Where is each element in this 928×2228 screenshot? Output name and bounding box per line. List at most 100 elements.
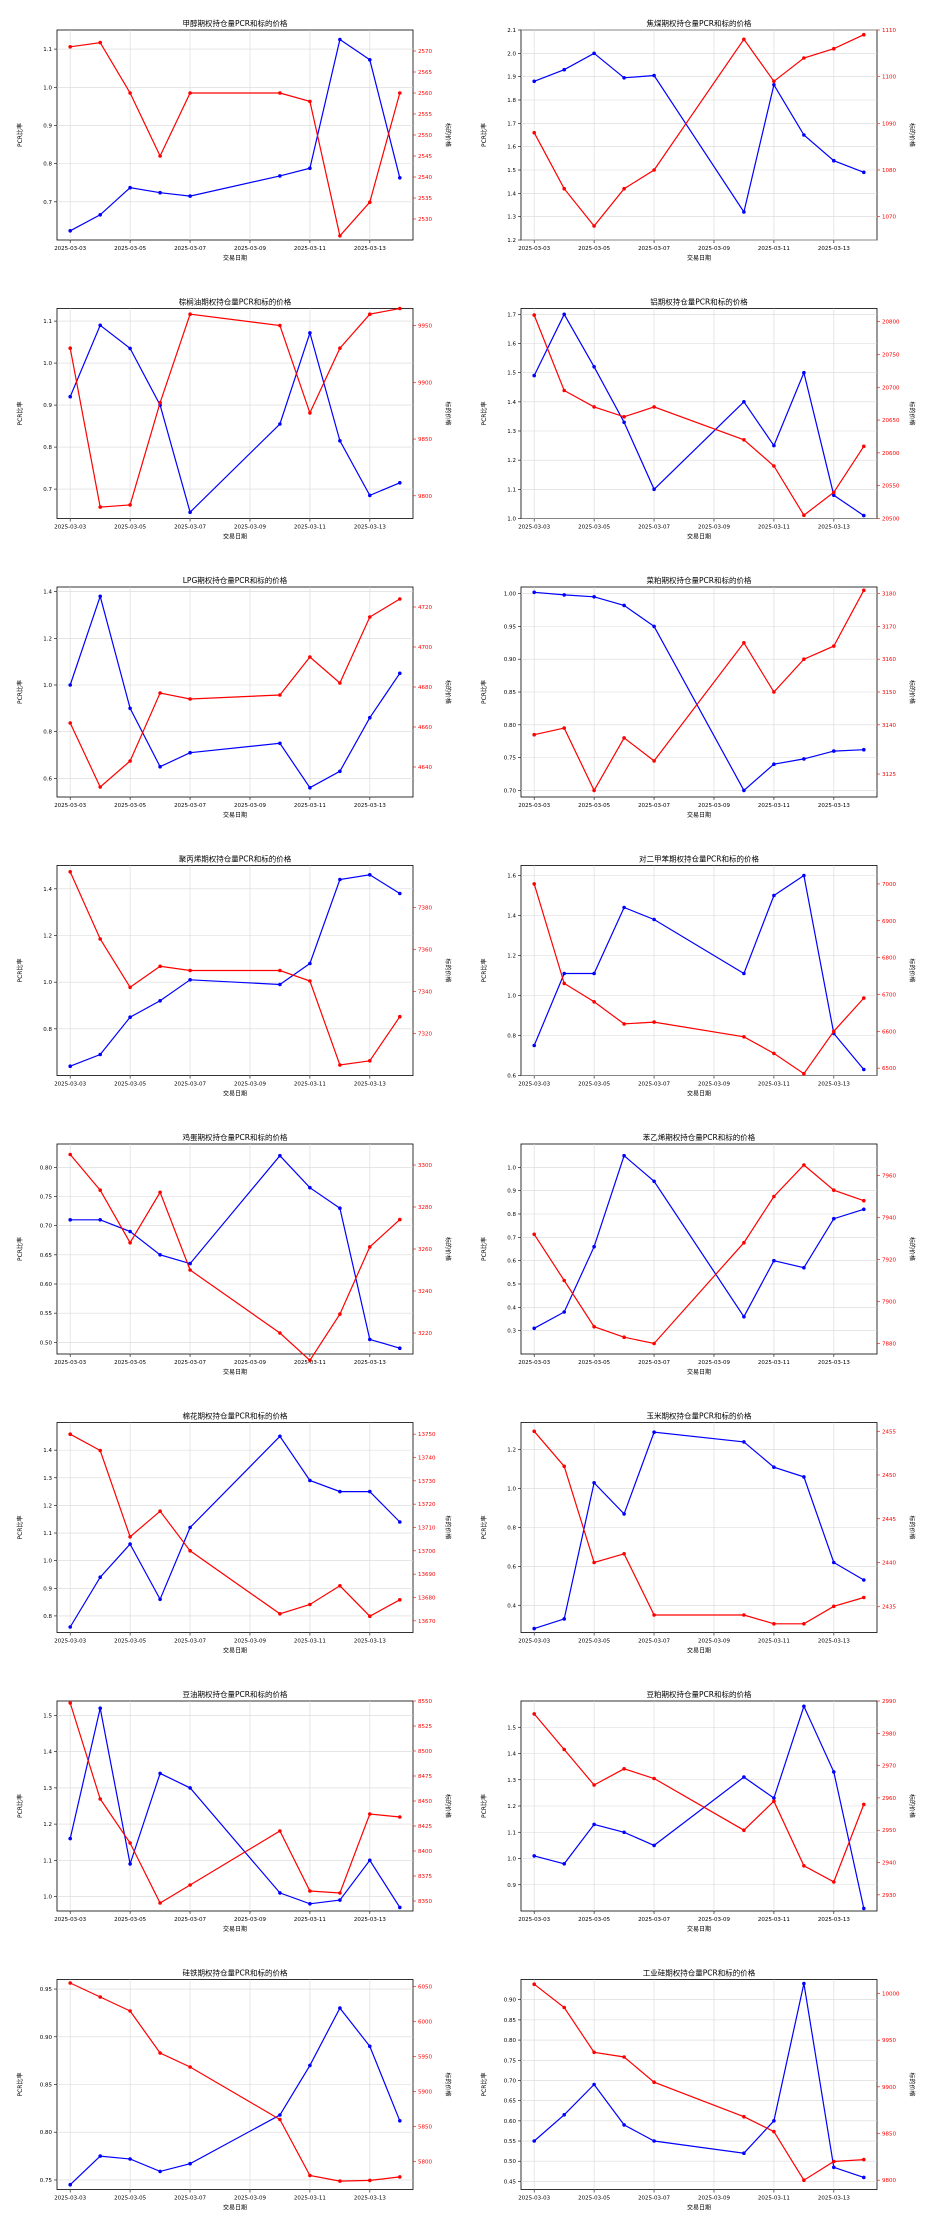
price-point: [68, 721, 72, 725]
price-point: [772, 2129, 776, 2134]
pcr-point: [308, 1478, 312, 1483]
x-tick-label: 2025-03-09: [234, 2196, 266, 2202]
y2-axis-label: 标的价格: [444, 680, 452, 704]
pcr-series-line: [69, 324, 401, 514]
x-tick-label: 2025-03-11: [294, 1917, 326, 1923]
y-tick-label: 0.7: [43, 200, 52, 206]
y-tick-label: 0.6: [507, 1074, 516, 1080]
x-axis-label: 交易日期: [687, 1368, 711, 1376]
y2-tick-label: 8350: [418, 1899, 432, 1905]
y-axis-label: PCR比率: [16, 1237, 24, 1261]
y2-tick-label: 3170: [882, 624, 896, 630]
price-point: [158, 1509, 162, 1513]
price-point: [158, 691, 162, 695]
chart-title: 对二甲苯期权持仓量PCR和标的价格: [639, 854, 759, 864]
price-point: [188, 697, 192, 701]
plot-area: [56, 29, 414, 241]
x-tick-label: 2025-03-07: [638, 1639, 670, 1645]
price-point: [278, 1612, 282, 1616]
pcr-point: [562, 67, 566, 72]
y-tick-label: 0.8: [507, 1212, 516, 1218]
pcr-point: [98, 1706, 102, 1710]
x-tick-label: 2025-03-09: [698, 1360, 730, 1366]
price-point: [862, 996, 866, 1000]
y2-tick-label: 3240: [418, 1289, 432, 1295]
x-tick-label: 2025-03-07: [638, 2196, 670, 2202]
pcr-point: [832, 1216, 836, 1221]
x-axis-label: 交易日期: [223, 1925, 247, 1933]
price-series-line: [69, 598, 401, 788]
y2-tick-label: 7880: [882, 1342, 896, 1348]
pcr-point: [742, 1775, 746, 1779]
price-point: [772, 1799, 776, 1803]
pcr-point: [368, 493, 372, 498]
pcr-point: [802, 1981, 806, 1986]
y-tick-label: 0.85: [504, 690, 517, 696]
y2-tick-label: 3260: [418, 1247, 432, 1253]
pcr-series-line: [69, 1708, 401, 1908]
y-tick-label: 1.4: [507, 191, 516, 197]
y2-tick-label: 13690: [418, 1572, 436, 1578]
y-tick-label: 1.2: [43, 1503, 52, 1509]
pcr-point: [398, 1520, 402, 1524]
pcr-point: [592, 1822, 596, 1827]
x-tick-label: 2025-03-07: [174, 1917, 206, 1923]
pcr-point: [652, 73, 656, 78]
y-axis-label: PCR比率: [16, 402, 24, 426]
pcr-point: [368, 1337, 372, 1342]
pcr-point: [592, 365, 596, 369]
y2-tick-label: 13670: [418, 1619, 436, 1625]
y-tick-label: 0.85: [40, 2083, 53, 2089]
price-point: [562, 981, 566, 986]
y2-tick-label: 2940: [882, 1861, 896, 1867]
pcr-point: [278, 982, 282, 987]
x-axis-label: 交易日期: [687, 1090, 711, 1098]
y-tick-label: 1.1: [43, 319, 52, 325]
x-axis-label: 交易日期: [223, 2204, 247, 2212]
y2-axis-label: 标的价格: [444, 958, 452, 982]
y-tick-label: 0.8: [43, 445, 52, 451]
pcr-point: [832, 2165, 836, 2170]
price-point: [862, 588, 866, 593]
pcr-point: [832, 1560, 836, 1565]
price-point: [368, 200, 372, 204]
price-point: [128, 1535, 132, 1539]
price-point: [68, 346, 72, 350]
x-tick-label: 2025-03-07: [174, 246, 206, 252]
x-axis-label: 交易日期: [223, 1647, 247, 1655]
x-tick-label: 2025-03-13: [354, 2196, 386, 2202]
x-tick-label: 2025-03-05: [114, 525, 146, 531]
price-point: [128, 985, 132, 990]
price-point: [592, 2050, 596, 2055]
pcr-point: [278, 174, 282, 178]
pcr-point: [128, 706, 132, 711]
pcr-point: [802, 757, 806, 761]
y-tick-label: 1.4: [43, 887, 52, 893]
price-series-line: [533, 1164, 864, 1345]
y2-tick-label: 6600: [882, 1029, 896, 1035]
y-tick-label: 1.4: [43, 1750, 52, 1756]
price-point: [98, 40, 102, 45]
y-tick-label: 1.0: [43, 1895, 52, 1901]
price-point: [592, 1324, 596, 1329]
pcr-point: [532, 79, 536, 84]
y2-tick-label: 20800: [882, 320, 900, 326]
x-tick-label: 2025-03-07: [174, 1082, 206, 1088]
y-tick-label: 0.80: [40, 2130, 53, 2136]
x-tick-label: 2025-03-11: [758, 1639, 790, 1645]
y2-tick-label: 20550: [882, 484, 900, 490]
price-point: [532, 882, 536, 886]
price-point: [278, 1829, 282, 1833]
price-point: [308, 411, 312, 415]
pcr-point: [742, 1314, 746, 1319]
x-tick-label: 2025-03-03: [54, 1639, 86, 1645]
pcr-point: [188, 978, 192, 982]
x-tick-label: 2025-03-05: [114, 1360, 146, 1366]
pcr-point: [158, 1253, 162, 1257]
price-point: [338, 1312, 342, 1316]
pcr-point: [562, 312, 566, 317]
y-tick-label: 0.45: [504, 2179, 517, 2185]
y2-tick-label: 2560: [418, 91, 432, 97]
pcr-point: [832, 1770, 836, 1774]
x-tick-label: 2025-03-11: [758, 246, 790, 252]
